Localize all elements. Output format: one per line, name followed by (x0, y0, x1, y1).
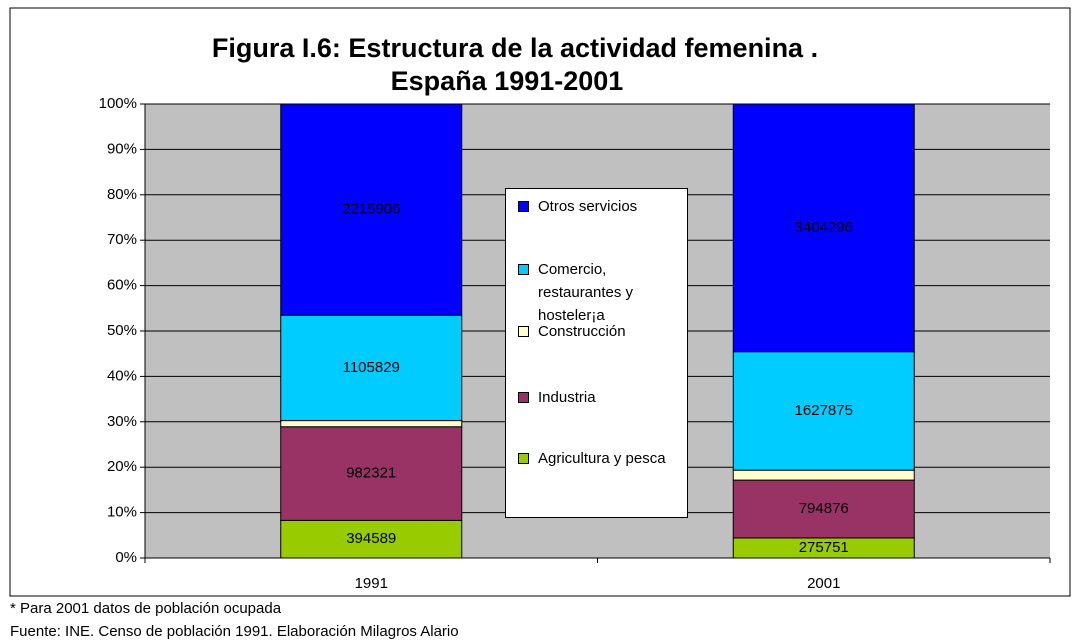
legend-label: Industria (538, 389, 596, 406)
y-tick-label: 100% (99, 95, 137, 112)
note: Fuente: INE. Censo de población 1991. El… (10, 623, 459, 640)
y-tick-label: 60% (107, 277, 137, 294)
legend-item: Agricultura y pesca (518, 447, 678, 470)
legend-label: Agricultura y pesca (538, 450, 666, 467)
legend-label: Comercio, restaurantes y hosteler¡a (538, 261, 634, 324)
legend-swatch (518, 201, 529, 212)
data-label: 1627875 (795, 402, 853, 419)
bar-segment (280, 103, 463, 316)
bar-segment (732, 103, 915, 353)
bar-segment (732, 469, 915, 481)
chart-title: Figura I.6: Estructura de la actividad f… (212, 33, 818, 63)
y-tick-label: 30% (107, 413, 137, 430)
legend-swatch (518, 392, 529, 403)
y-tick-label: 50% (107, 322, 137, 339)
legend-swatch (518, 326, 529, 337)
y-tick-label: 80% (107, 186, 137, 203)
y-tick-label: 0% (115, 549, 137, 566)
y-tick-label: 90% (107, 140, 137, 157)
bar-segment (280, 426, 463, 521)
bar-segment (280, 420, 463, 428)
y-tick-label: 40% (107, 367, 137, 384)
legend-swatch (518, 453, 529, 464)
data-label: 1105829 (343, 359, 400, 376)
data-label: 794876 (799, 500, 849, 517)
legend-item: Construcción (518, 320, 678, 343)
data-label: 982321 (346, 465, 396, 482)
data-label: 2215906 (342, 201, 400, 218)
y-tick-label: 10% (107, 504, 137, 521)
bar-segment (280, 314, 463, 422)
bar-segment (280, 519, 463, 559)
data-label: 394589 (346, 530, 396, 547)
data-label: 3404296 (795, 219, 853, 236)
legend: Agricultura y pesca Industria Construcción… (505, 188, 688, 518)
legend-label: Otros servicios (538, 198, 638, 215)
data-label: 275751 (799, 539, 849, 556)
legend-item: Otros servicios (518, 195, 678, 218)
bar-segment (732, 351, 915, 471)
legend-item: Comercio, restaurantes y hosteler¡a (518, 258, 678, 327)
legend-swatch (518, 264, 529, 275)
legend-item: Industria (518, 386, 678, 409)
note: * Para 2001 datos de población ocupada (10, 600, 282, 617)
legend-label: Construcción (538, 323, 626, 340)
x-tick-label: 2001 (807, 575, 840, 592)
x-tick-label: 1991 (355, 575, 388, 592)
bar-segment (732, 479, 915, 539)
y-tick-label: 70% (107, 231, 137, 248)
y-tick-label: 20% (107, 458, 137, 475)
chart-subtitle: España 1991-2001 (391, 66, 624, 96)
